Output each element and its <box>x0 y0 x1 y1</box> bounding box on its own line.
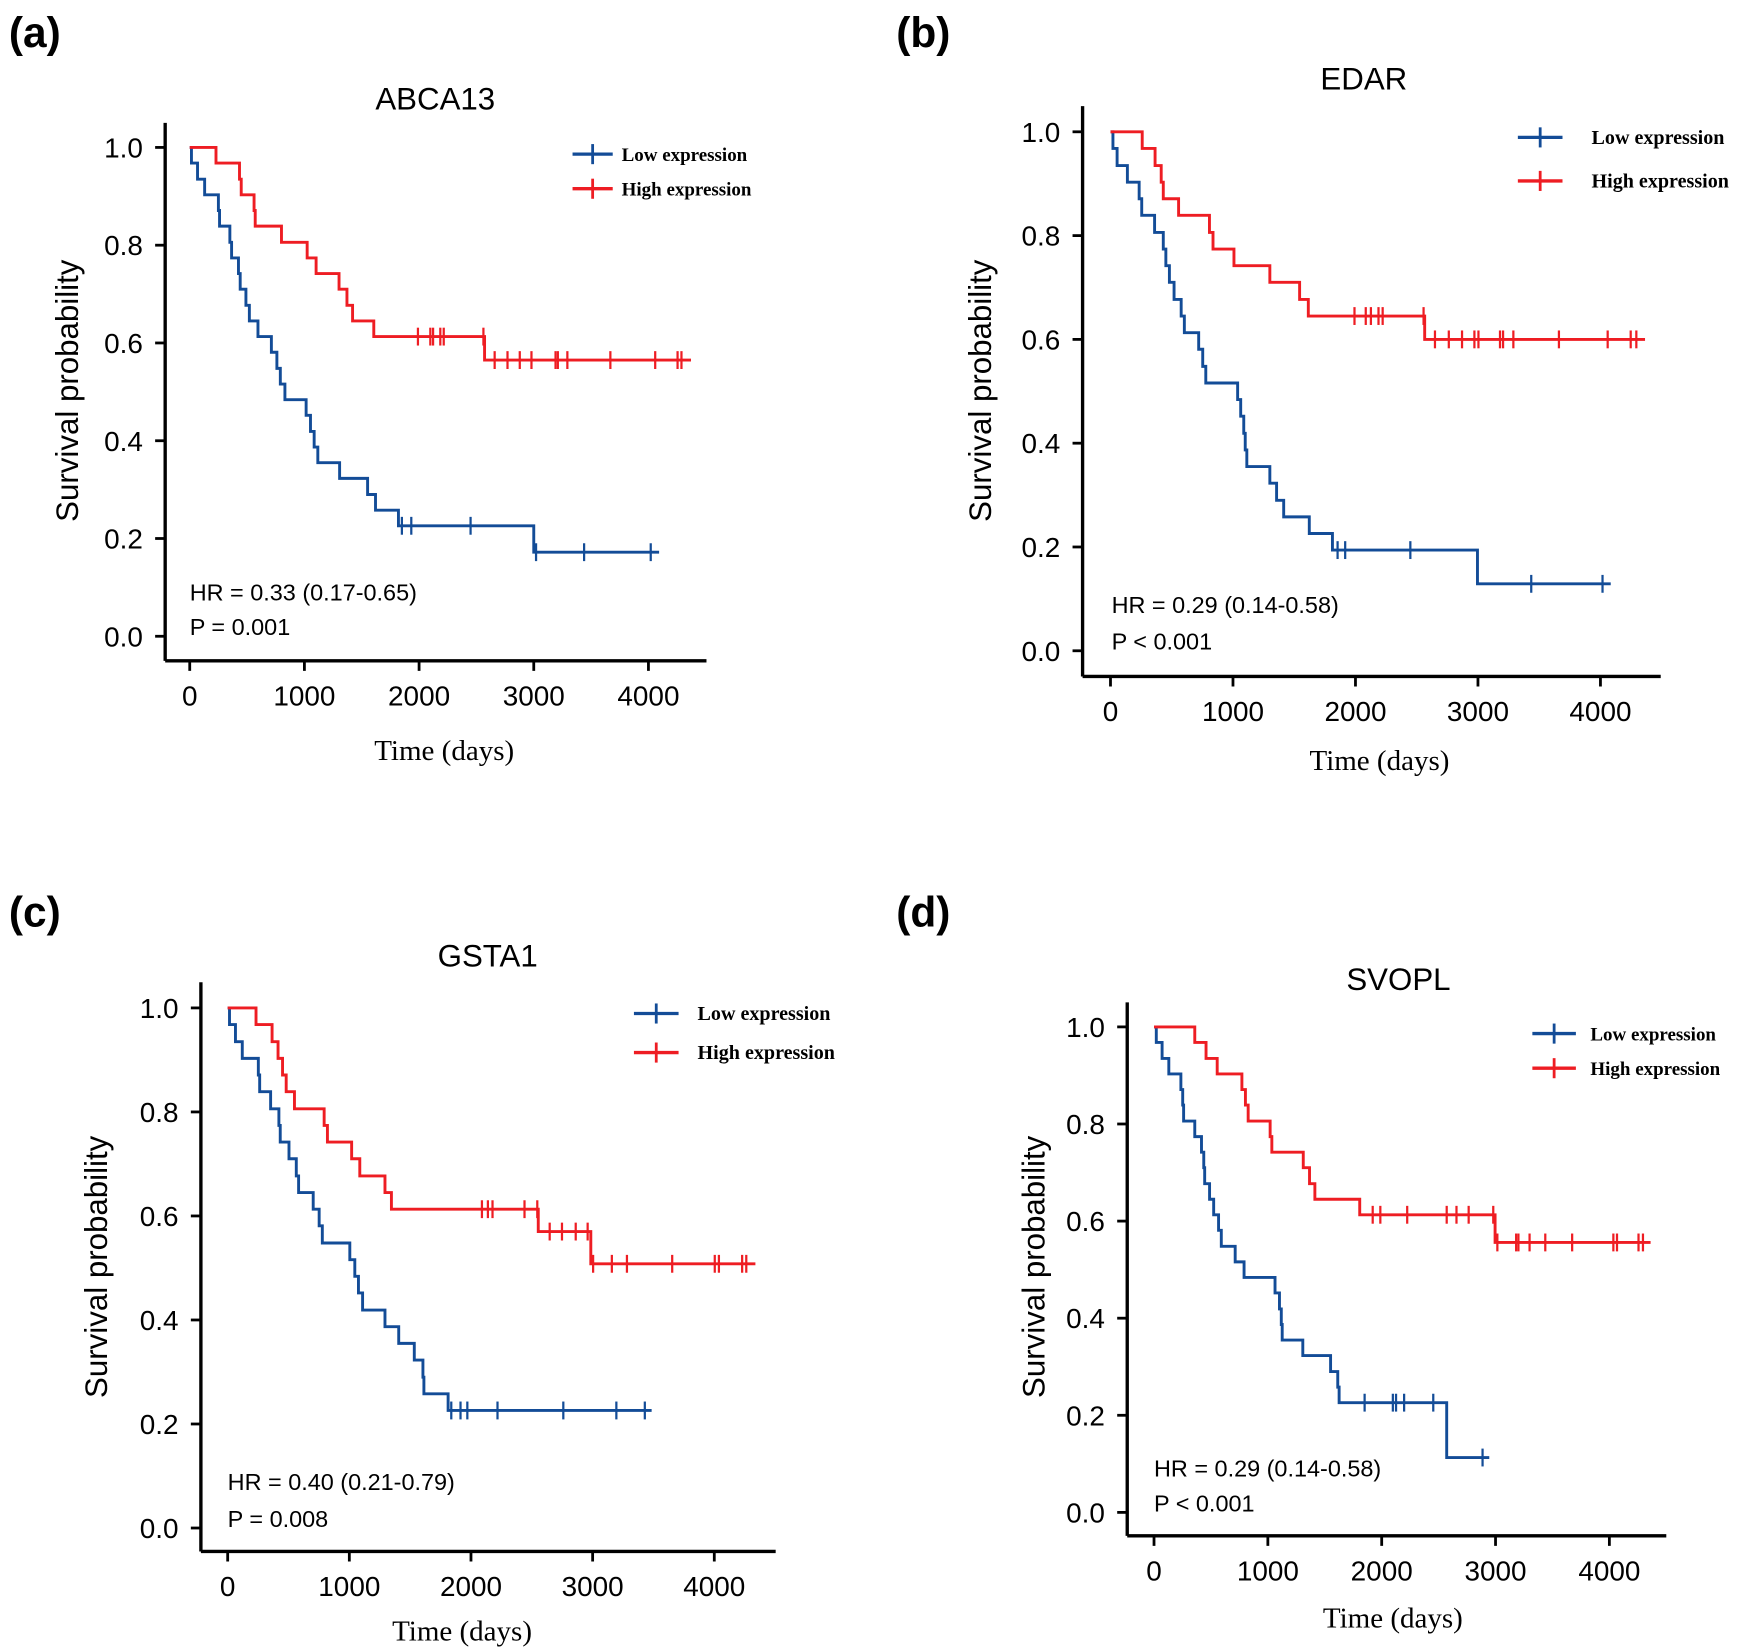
p-value-annotation: P = 0.001 <box>190 614 291 640</box>
y-axis-label: Survival probability <box>963 259 998 522</box>
y-tick-label: 1.0 <box>104 132 143 163</box>
x-axis-label: Time (days) <box>392 1616 532 1648</box>
legend-label-low-expression: Low expression <box>698 1003 831 1025</box>
y-tick-label: 1.0 <box>140 993 179 1024</box>
y-axis-label: Survival probability <box>1017 1135 1052 1398</box>
x-tick-label: 4000 <box>617 680 679 711</box>
km-panel-gsta1: (c) GSTA1 0.0 0.2 0.4 0.6 0.8 1.0 0 1000 2000 3000 4… <box>9 888 835 1647</box>
chart-title: EDAR <box>1320 61 1407 96</box>
y-tick-label: 1.0 <box>1021 117 1060 148</box>
y-tick-label: 0.4 <box>1021 428 1060 459</box>
panel-label: (d) <box>896 888 950 935</box>
panel-label: (a) <box>9 9 61 56</box>
km-panel-abca13: (a) ABCA13 0.0 0.2 0.4 0.6 0.8 1.0 0 1000 2000 3000… <box>9 9 752 767</box>
x-tick-label: 1000 <box>318 1571 380 1602</box>
x-tick-label: 3000 <box>503 680 565 711</box>
x-tick-label: 2000 <box>440 1571 502 1602</box>
y-tick-label: 0.6 <box>104 328 143 359</box>
x-axis-label: Time (days) <box>1310 745 1450 777</box>
y-tick-label: 0.0 <box>1021 636 1060 667</box>
y-tick-label: 0.6 <box>140 1201 179 1232</box>
hazard-ratio-annotation: HR = 0.29 (0.14-0.58) <box>1154 1456 1381 1482</box>
y-tick-label: 0.8 <box>1066 1109 1105 1140</box>
x-tick-label: 0 <box>220 1571 236 1602</box>
x-axis-label: Time (days) <box>374 735 514 767</box>
panel-label: (c) <box>9 888 61 935</box>
p-value-annotation: P < 0.001 <box>1154 1490 1255 1516</box>
x-axis-label: Time (days) <box>1323 1602 1463 1634</box>
p-value-annotation: P < 0.001 <box>1112 629 1213 655</box>
y-tick-label: 0.4 <box>104 426 143 457</box>
x-tick-label: 2000 <box>388 680 450 711</box>
y-tick-label: 0.8 <box>104 230 143 261</box>
x-tick-label: 4000 <box>1569 696 1631 727</box>
x-tick-label: 1000 <box>273 680 335 711</box>
y-tick-label: 0.2 <box>1066 1400 1105 1431</box>
panel-label: (b) <box>896 9 950 56</box>
x-tick-label: 0 <box>182 680 198 711</box>
high-expression-survival-curve <box>1154 1025 1651 1244</box>
legend-label-high-expression: High expression <box>622 179 752 200</box>
high-expression-survival-curve <box>227 1006 756 1266</box>
chart-title: SVOPL <box>1346 962 1450 997</box>
y-tick-label: 0.6 <box>1066 1206 1105 1237</box>
hazard-ratio-annotation: HR = 0.40 (0.21-0.79) <box>228 1469 455 1495</box>
y-tick-label: 0.0 <box>140 1513 179 1544</box>
y-tick-label: 0.0 <box>104 621 143 652</box>
x-tick-label: 4000 <box>1578 1555 1640 1586</box>
y-tick-label: 0.2 <box>1021 532 1060 563</box>
p-value-annotation: P = 0.008 <box>228 1506 329 1532</box>
legend-label-low-expression: Low expression <box>1592 127 1725 149</box>
hazard-ratio-annotation: HR = 0.33 (0.17-0.65) <box>190 580 417 606</box>
x-tick-label: 1000 <box>1202 696 1264 727</box>
y-axis-label: Survival probability <box>79 1135 114 1398</box>
km-panel-svopl: (d) SVOPL 0.0 0.2 0.4 0.6 0.8 1.0 0 1000 2000 3000 4… <box>896 888 1720 1634</box>
legend-label-high-expression: High expression <box>1592 171 1729 193</box>
x-tick-label: 4000 <box>683 1571 745 1602</box>
x-tick-label: 2000 <box>1351 1555 1413 1586</box>
high-expression-survival-curve <box>1110 130 1646 341</box>
low-expression-survival-curve <box>1110 130 1611 586</box>
x-tick-label: 0 <box>1103 696 1119 727</box>
y-tick-label: 0.4 <box>140 1305 179 1336</box>
km-panel-edar: (b) EDAR 0.0 0.2 0.4 0.6 0.8 1.0 0 1000 2000 3000 40… <box>896 9 1729 777</box>
chart-title: ABCA13 <box>375 81 495 116</box>
x-tick-label: 3000 <box>562 1571 624 1602</box>
y-tick-label: 0.4 <box>1066 1303 1105 1334</box>
legend-label-low-expression: Low expression <box>622 145 748 166</box>
x-tick-label: 3000 <box>1465 1555 1527 1586</box>
x-tick-label: 1000 <box>1237 1555 1299 1586</box>
y-tick-label: 0.2 <box>140 1409 179 1440</box>
x-tick-label: 3000 <box>1447 696 1509 727</box>
legend-label-high-expression: High expression <box>1590 1059 1720 1080</box>
hazard-ratio-annotation: HR = 0.29 (0.14-0.58) <box>1112 592 1339 618</box>
x-tick-label: 2000 <box>1324 696 1386 727</box>
legend-label-high-expression: High expression <box>698 1042 835 1064</box>
low-expression-survival-curve <box>227 1006 652 1412</box>
y-tick-label: 0.8 <box>1021 221 1060 252</box>
low-expression-survival-curve <box>189 145 660 554</box>
y-tick-label: 0.0 <box>1066 1497 1105 1528</box>
y-tick-label: 1.0 <box>1066 1012 1105 1043</box>
low-expression-survival-curve <box>1154 1025 1490 1459</box>
x-tick-label: 0 <box>1146 1555 1162 1586</box>
high-expression-survival-curve <box>189 145 691 362</box>
y-tick-label: 0.2 <box>104 524 143 555</box>
y-tick-label: 0.6 <box>1021 324 1060 355</box>
chart-title: GSTA1 <box>438 939 538 974</box>
legend-label-low-expression: Low expression <box>1590 1024 1716 1045</box>
y-tick-label: 0.8 <box>140 1097 179 1128</box>
y-axis-label: Survival probability <box>50 259 85 522</box>
